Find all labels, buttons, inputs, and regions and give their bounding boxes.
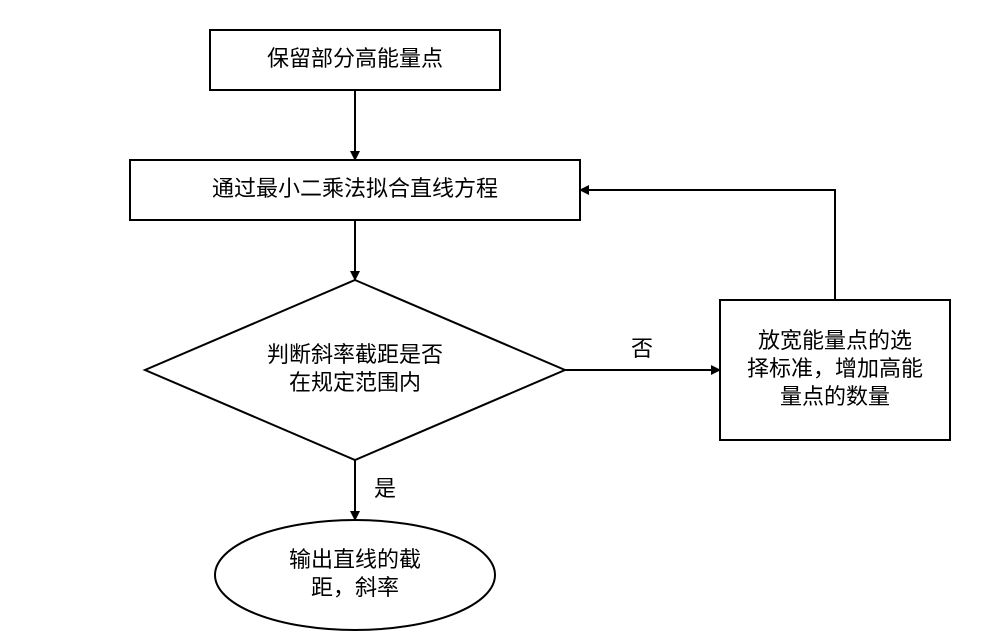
canvas-bg [0,0,1000,643]
relax_box-text-line-1: 择标准，增加高能 [747,356,923,381]
relax_box-text-line-0: 放宽能量点的选 [758,328,912,353]
relax_box-text-line-2: 量点的数量 [780,384,890,409]
edge-label-e3: 否 [631,336,653,361]
decision-text-line-1: 在规定范围内 [289,370,421,395]
edge-label-e5: 是 [374,476,396,501]
output-text-line-1: 距，斜率 [311,575,399,600]
start_box-text-line-0: 保留部分高能量点 [267,46,443,71]
decision-text-line-0: 判断斜率截距是否 [267,342,443,367]
fit_box-text-line-0: 通过最小二乘法拟合直线方程 [212,176,498,201]
output-text-line-0: 输出直线的截 [289,547,421,572]
